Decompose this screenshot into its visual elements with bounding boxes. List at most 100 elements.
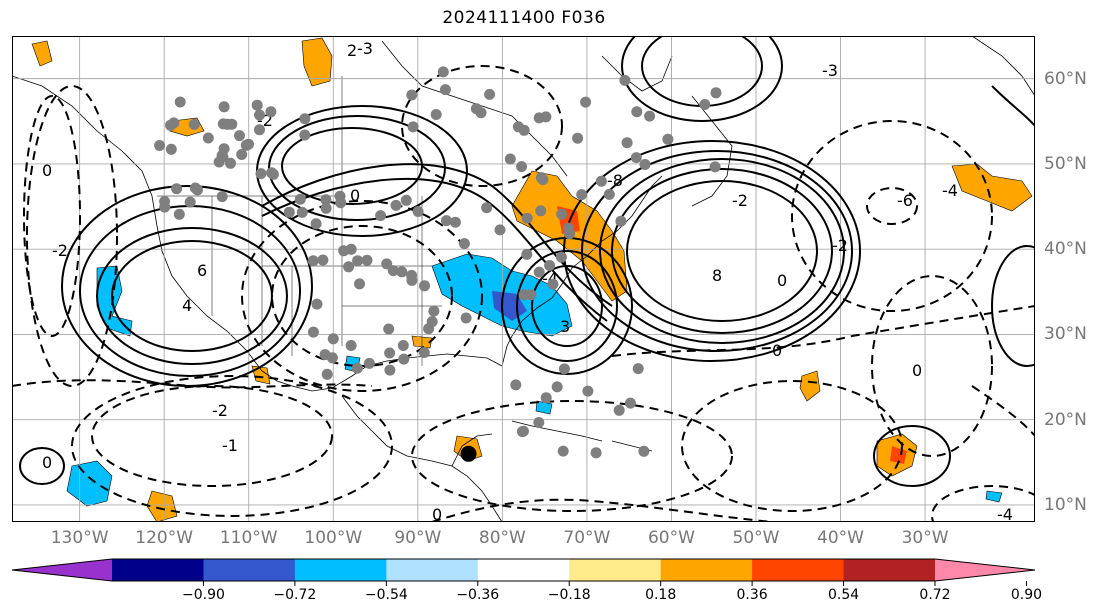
station-dot — [234, 130, 245, 142]
station-dot — [299, 129, 311, 141]
contour-value-label: 0 — [432, 505, 442, 522]
station-dot — [537, 174, 549, 186]
contour-value-label: -6 — [897, 191, 913, 210]
contour-value-label: -2 — [212, 401, 228, 420]
station-dot — [174, 96, 186, 108]
station-dot — [400, 194, 412, 206]
latitude-label: 20°N — [1044, 409, 1087, 430]
latitude-label: 30°N — [1044, 324, 1087, 345]
contour-value-label: -3 — [822, 61, 838, 80]
station-dot — [582, 385, 594, 397]
station-dots — [154, 66, 722, 459]
colorbar-tick-label: 0.90 — [1010, 587, 1043, 603]
longitude-label: 30°W — [901, 528, 949, 548]
station-dot — [631, 106, 643, 118]
contour-value-label: 3 — [560, 317, 570, 336]
station-dot — [396, 266, 408, 278]
station-dot — [236, 149, 248, 160]
station-dot — [516, 161, 528, 173]
colorbar-segment — [112, 559, 204, 581]
station-dot — [307, 326, 319, 338]
longitude-label: 40°W — [817, 528, 865, 548]
colorbar-segment — [752, 559, 845, 581]
station-dot — [580, 96, 592, 108]
station-dot — [343, 261, 355, 273]
station-dot — [418, 347, 430, 358]
colorbar-tick-label: −0.18 — [547, 587, 591, 603]
station-dot — [437, 66, 449, 78]
station-dot — [510, 379, 522, 391]
station-dot — [613, 404, 625, 416]
station-dot — [556, 208, 568, 220]
latitude-label: 10°N — [1044, 494, 1087, 515]
longitude-label: 80°W — [478, 528, 526, 548]
contour-value-label: 0 — [777, 271, 787, 290]
longitude-label: 120°W — [135, 528, 194, 548]
station-dot — [540, 392, 552, 404]
station-dot — [615, 215, 627, 227]
station-dot — [363, 357, 375, 369]
station-dot — [327, 333, 339, 345]
station-dot — [624, 397, 636, 409]
station-dot — [159, 201, 171, 213]
station-dot — [632, 363, 644, 375]
latitude-label: 50°N — [1044, 153, 1087, 174]
colorbar-segment — [386, 559, 479, 581]
station-dot — [154, 140, 166, 151]
longitude-label: 50°W — [732, 528, 780, 548]
colorbar-extend-high — [935, 559, 1035, 581]
station-dot — [481, 202, 493, 214]
colorbar-segment — [294, 559, 387, 581]
contour-value-label: 0 — [42, 161, 52, 180]
colorbar-segment — [843, 559, 936, 581]
longitude-label: 130°W — [50, 528, 109, 548]
contour-value-label: 0 — [350, 186, 360, 205]
station-dot — [458, 238, 470, 250]
colorbar-tick-label: −0.36 — [456, 587, 500, 603]
station-dot — [639, 159, 651, 170]
station-dot — [439, 84, 451, 96]
colorbar-tick-label: −0.72 — [273, 587, 317, 603]
station-dot — [406, 89, 418, 101]
colorbar-tick-label: 0.18 — [645, 587, 677, 603]
contour-value-label: 0 — [772, 341, 782, 360]
station-dot — [283, 206, 295, 218]
station-dot — [351, 362, 363, 374]
latitude-label: 60°N — [1044, 68, 1087, 89]
station-dot — [518, 289, 530, 301]
contour-value-label: -1 — [222, 436, 238, 455]
station-dot — [184, 196, 196, 208]
contour-value-label: 0 — [912, 361, 922, 380]
contour-value-label: 2 — [347, 41, 357, 60]
station-dot — [243, 138, 254, 150]
contour-value-label: -2 — [52, 241, 68, 260]
contour-value-label: -8 — [607, 171, 623, 190]
station-dot — [535, 205, 547, 217]
station-dot — [390, 199, 402, 211]
station-dot — [562, 222, 574, 234]
station-dot — [171, 183, 183, 195]
colorbar-segment — [569, 559, 662, 581]
station-dot — [504, 153, 516, 165]
station-dot — [440, 215, 452, 227]
colorbar-tick-label: −0.90 — [181, 587, 225, 603]
station-dot — [494, 224, 506, 236]
colorbar-segment — [203, 559, 296, 581]
station-dot — [484, 88, 496, 100]
station-dot — [296, 206, 308, 218]
station-dot — [406, 274, 418, 286]
station-dot — [384, 364, 396, 376]
contour-value-label: -4 — [942, 181, 958, 200]
station-dot — [547, 278, 559, 290]
station-dot — [428, 305, 440, 317]
station-dot — [221, 118, 233, 130]
station-dot — [165, 143, 177, 155]
station-dot — [551, 381, 563, 393]
contour-value-label: 6 — [197, 261, 207, 280]
latitude-label: 40°N — [1044, 239, 1087, 260]
colorbar-tick-label: 0.72 — [919, 587, 951, 603]
station-dot — [662, 133, 674, 145]
station-dot — [449, 216, 461, 228]
station-dot — [412, 206, 424, 217]
station-dot — [225, 157, 236, 169]
